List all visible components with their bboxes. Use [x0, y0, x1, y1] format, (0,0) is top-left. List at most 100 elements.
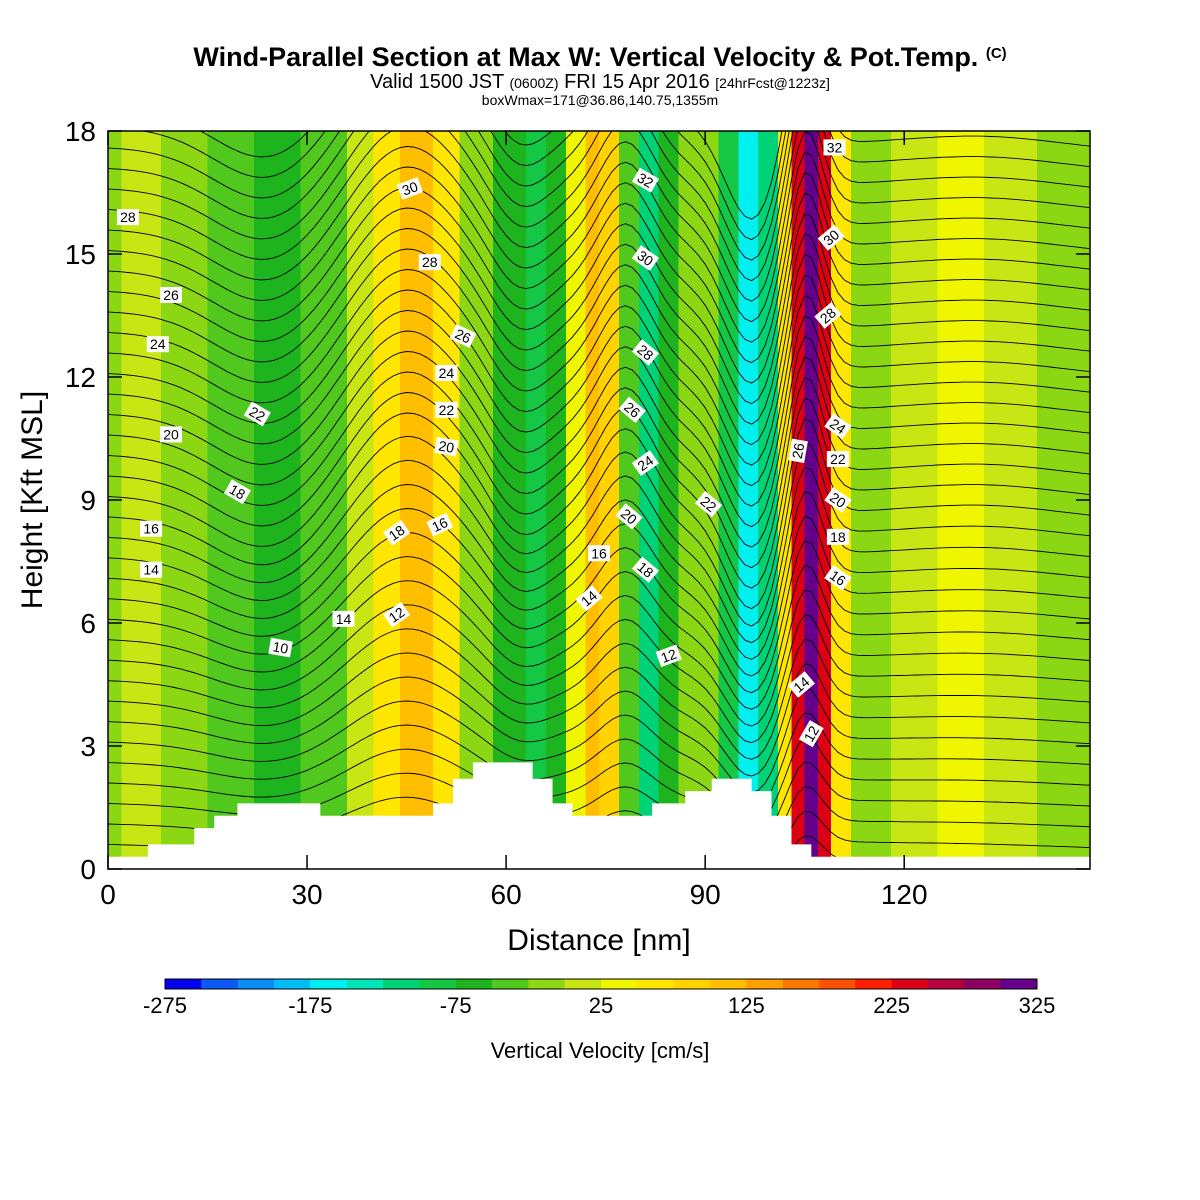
contour-label: 20: [160, 426, 182, 443]
isentrope-line: [108, 131, 1090, 282]
contour-label: 28: [814, 302, 842, 329]
colorbar-swatch: [383, 979, 420, 989]
colorbar-swatch: [819, 979, 856, 989]
colorbar-swatch: [746, 979, 783, 989]
contour-label-text: 22: [830, 451, 846, 467]
contour-label: 22: [243, 401, 271, 427]
contour-label: 14: [575, 585, 603, 612]
contour-label-text: 20: [163, 426, 179, 442]
y-tick-label: 6: [80, 608, 96, 639]
box-wmax-info: boxWmax=171@36.86,140.75,1355m: [481, 92, 719, 108]
contour-label-text: 12: [659, 646, 679, 666]
colorbar-swatch: [891, 979, 929, 989]
terrain-mask: [108, 762, 1090, 869]
contour-label: 12: [798, 720, 824, 748]
contour-label: 18: [223, 479, 251, 505]
x-axis-label: Distance [nm]: [507, 924, 690, 957]
contour-label-text: 24: [439, 365, 455, 381]
contour-label: 24: [146, 336, 169, 353]
colorbar-tick-label: 125: [728, 993, 765, 1018]
isentrope-line: [108, 459, 1090, 644]
isentrope-line: [108, 371, 1090, 569]
isentrope-line: [108, 351, 1090, 548]
chart-title-text: Wind-Parallel Section at Max W: Vertical…: [193, 42, 979, 72]
isentrope-line: [108, 748, 1090, 844]
isentrope-line: [108, 484, 1090, 660]
chart-title: Wind-Parallel Section at Max W: Vertical…: [0, 42, 1200, 73]
contour-label: 26: [449, 324, 477, 348]
contour-label: 18: [826, 528, 849, 545]
colorbar-swatch: [346, 979, 384, 989]
contour-label: 22: [826, 451, 849, 467]
y-tick-label: 15: [65, 239, 96, 270]
contour-label: 18: [383, 519, 411, 546]
contour-label-text: 26: [163, 287, 179, 303]
contour-label: 30: [817, 224, 845, 251]
contour-label: 16: [426, 512, 454, 537]
contour-label-text: 28: [120, 209, 136, 225]
contour-label-text: 22: [247, 403, 269, 425]
colorbar-swatch: [237, 979, 275, 989]
x-tick-label: 30: [291, 879, 322, 910]
y-tick-label: 0: [80, 854, 96, 885]
isentrope-line: [108, 412, 1090, 610]
contour-label: 24: [631, 450, 659, 476]
contour-label: 14: [787, 671, 815, 698]
contour-label: 12: [383, 601, 411, 628]
contour-label: 26: [788, 438, 808, 464]
isentrope-line: [108, 580, 1090, 727]
x-axis: 0 30 60 90 120: [100, 131, 928, 910]
colorbar-title: Vertical Velocity [cm/s]: [491, 1038, 710, 1063]
isentrope-line: [108, 604, 1090, 744]
contour-label: 22: [435, 401, 458, 418]
contour-label-text: 32: [827, 139, 843, 155]
colorbar-swatch: [165, 979, 202, 989]
colorbar-tick-label: 225: [873, 993, 910, 1018]
contour-label: 14: [332, 610, 355, 627]
contour-label: 16: [588, 545, 610, 562]
isentrope-line: [108, 131, 1090, 302]
contour-label-text: 26: [453, 325, 474, 346]
contour-label: 16: [824, 565, 852, 591]
contour-label-text: 20: [437, 437, 455, 455]
colorbar-swatch: [928, 979, 965, 989]
isentrope-line: [108, 207, 1090, 405]
x-tick-label: 60: [491, 879, 522, 910]
colorbar-tick-label: -275: [143, 993, 187, 1018]
colorbar-swatch: [528, 979, 565, 989]
chart-title-mark: (C): [985, 45, 1007, 62]
contour-label: 32: [631, 167, 659, 193]
colorbar-swatch: [455, 979, 493, 989]
isentrope-line: [108, 532, 1090, 694]
isentrope-line: [108, 187, 1090, 384]
colorbar-swatch: [310, 979, 347, 989]
contour-labels: 28 26 24 20 22 18 16 14 10 14 12 18 16 20 22 24 26 28 30 32…: [116, 139, 852, 748]
contour-label-text: 14: [336, 611, 352, 627]
contour-label-text: 18: [830, 529, 846, 545]
colorbar-tick-label: 25: [589, 993, 613, 1018]
y-axis: 0 3 6 9 12 15 18: [65, 116, 1090, 885]
contour-label: 28: [631, 339, 659, 366]
colorbar-swatch: [855, 979, 892, 989]
utc-time: (0600Z): [509, 75, 559, 91]
isentrope-line: [199, 131, 783, 220]
x-tick-label: 0: [100, 879, 116, 910]
x-tick-label: 90: [690, 879, 721, 910]
isentrope-line: [108, 289, 1090, 487]
colorbar-swatch: [201, 979, 238, 989]
colorbar-tick-label: 325: [1019, 993, 1056, 1018]
contour-label-text: 26: [789, 442, 807, 460]
contour-label: 28: [116, 209, 139, 226]
colorbar-swatch: [564, 979, 602, 989]
isentrope-line: [108, 166, 1090, 364]
contour-label-text: 12: [800, 723, 822, 745]
contour-label-text: 10: [271, 638, 289, 656]
contour-label-text: 22: [439, 402, 455, 418]
colorbar-swatch: [492, 979, 529, 989]
contour-label-text: 24: [150, 336, 166, 352]
isentrope-line: [108, 310, 1090, 507]
vertical-velocity-field: [108, 131, 1090, 869]
forecast-info: [24hrFcst@1223z]: [715, 75, 830, 91]
contour-label: 30: [631, 245, 659, 271]
isentrope-line: [108, 700, 1090, 810]
